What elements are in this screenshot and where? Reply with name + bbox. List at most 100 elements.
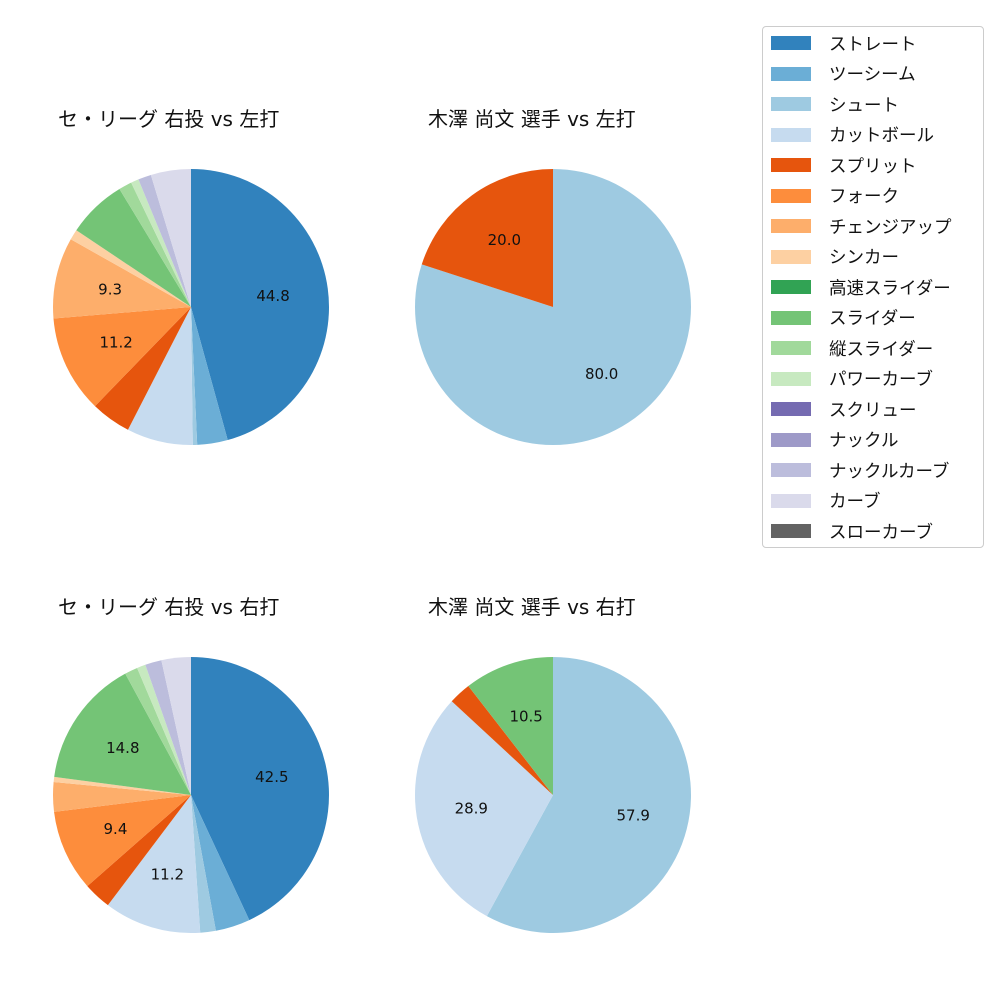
legend-label: スプリット <box>829 156 917 177</box>
pie-3: 42.5 11.2 9.4 14.8 <box>53 657 330 933</box>
legend-item-3: シュート <box>771 92 899 116</box>
legend-swatch <box>771 249 811 264</box>
pie-slice-1-8 <box>70 230 191 307</box>
legend-swatch <box>771 524 811 538</box>
pie-slice-1-9 <box>76 188 191 307</box>
legend-item-12: パワーカーブ <box>771 367 933 391</box>
pie-slice-4-3 <box>451 686 553 795</box>
legend-item-7: チェンジアップ <box>771 214 952 238</box>
legend-swatch <box>771 341 811 355</box>
legend-label: ストレート <box>829 34 917 55</box>
pie-slice-2-2 <box>421 169 553 307</box>
legend-item-4: カットボール <box>771 123 934 147</box>
legend-item-17: スローカーブ <box>771 519 933 543</box>
legend-swatch <box>771 66 811 81</box>
chart-title-3: セ・リーグ 右投 vs 右打 <box>58 595 280 619</box>
pie-slice-1-7 <box>53 239 192 319</box>
data-label-2-1: 80.0 <box>585 365 618 383</box>
legend-swatch <box>771 97 811 111</box>
pie-slice-3-5 <box>87 795 191 906</box>
legend-swatch <box>771 432 811 447</box>
data-label-1-7: 9.3 <box>98 280 122 298</box>
legend-item-2: ツーシーム <box>771 62 916 86</box>
pie-2: 80.0 20.0 <box>415 169 692 445</box>
pie-slice-3-7 <box>53 782 191 812</box>
legend-label: カーブ <box>829 492 881 512</box>
pie-slice-1-13 <box>150 169 191 307</box>
pie-slice-3-13 <box>161 657 191 795</box>
legend-label: 高速スライダー <box>829 278 951 299</box>
pie-slice-3-9 <box>54 673 191 795</box>
data-label-4-1: 57.9 <box>617 806 650 824</box>
legend-label: フォーク <box>829 187 899 207</box>
chart-title-2: 木澤 尚文 選手 vs 左打 <box>428 107 636 131</box>
pie-slice-1-1 <box>191 169 330 441</box>
data-label-4-2: 28.9 <box>455 799 488 817</box>
pie-slice-1-3 <box>191 307 198 445</box>
pie-slice-3-4 <box>107 795 201 933</box>
pie-slice-1-4 <box>127 307 193 445</box>
pie-slice-1-11 <box>131 179 191 307</box>
pie-1: 44.8 11.2 9.3 <box>53 169 330 445</box>
legend-label: ナックルカーブ <box>829 461 950 482</box>
data-label-3-4: 11.2 <box>151 865 184 883</box>
legend-item-16: カーブ <box>771 489 880 513</box>
data-label-1-6: 11.2 <box>99 333 132 351</box>
data-label-2-2: 20.0 <box>488 231 521 249</box>
data-label-3-6: 9.4 <box>104 820 128 838</box>
legend-item-9: 高速スライダー <box>771 275 951 299</box>
legend-item-11: 縦スライダー <box>771 336 933 360</box>
legend-swatch <box>771 188 811 203</box>
data-label-3-9: 14.8 <box>106 739 139 757</box>
data-label-3-1: 42.5 <box>255 768 288 786</box>
legend-swatch <box>771 158 811 172</box>
legend-swatch <box>771 280 811 294</box>
pie-slice-1-6 <box>53 307 191 407</box>
pie-slice-3-8 <box>53 776 191 795</box>
pie-slice-3-10 <box>125 667 191 795</box>
legend-label: ナックル <box>829 431 899 451</box>
legend-item-1: ストレート <box>771 31 917 55</box>
legend-label: チェンジアップ <box>829 217 952 238</box>
legend-swatch <box>771 463 811 477</box>
legend-swatch <box>771 36 811 50</box>
legend-item-8: シンカー <box>771 245 899 269</box>
data-label-1-1: 44.8 <box>256 287 289 305</box>
pie-slice-1-10 <box>119 182 191 307</box>
chart-title-1: セ・リーグ 右投 vs 左打 <box>58 107 280 131</box>
legend-label: ツーシーム <box>829 65 916 85</box>
pie-slice-1-5 <box>94 307 191 430</box>
chart-title-4: 木澤 尚文 選手 vs 右打 <box>428 595 636 619</box>
pie-slice-1-2 <box>191 307 228 445</box>
legend-item-10: スライダー <box>771 306 916 330</box>
pie-slice-3-1 <box>191 657 330 921</box>
legend-item-5: スプリット <box>771 153 917 177</box>
legend-swatch <box>771 371 811 386</box>
legend-label: スクリュー <box>829 400 917 421</box>
legend: ストレートツーシームシュートカットボールスプリットフォークチェンジアップ シンカー… <box>762 26 984 548</box>
legend-label: シンカー <box>829 248 899 268</box>
pie-slice-3-3 <box>191 795 216 933</box>
legend-swatch <box>771 127 811 142</box>
pie-slice-3-6 <box>54 795 192 887</box>
legend-item-13: スクリュー <box>771 397 917 421</box>
pie-slice-1-12 <box>138 174 191 307</box>
legend-swatch <box>771 493 811 508</box>
legend-label: スローカーブ <box>829 522 933 543</box>
legend-label: シュート <box>829 95 899 116</box>
pie-slice-3-11 <box>137 664 191 795</box>
legend-item-6: フォーク <box>771 184 899 208</box>
legend-swatch <box>771 402 811 416</box>
legend-swatch <box>771 219 811 233</box>
legend-swatch <box>771 310 811 325</box>
legend-label: パワーカーブ <box>829 370 933 390</box>
pie-slice-3-12 <box>145 660 191 795</box>
legend-label: スライダー <box>829 309 916 329</box>
legend-item-14: ナックル <box>771 428 898 452</box>
pie-slice-3-2 <box>191 795 250 931</box>
legend-item-15: ナックルカーブ <box>771 458 949 482</box>
data-label-4-4: 10.5 <box>509 708 542 726</box>
pie-slice-4-4 <box>468 657 553 795</box>
pie-4: 57.9 28.9 10.5 <box>414 657 691 933</box>
